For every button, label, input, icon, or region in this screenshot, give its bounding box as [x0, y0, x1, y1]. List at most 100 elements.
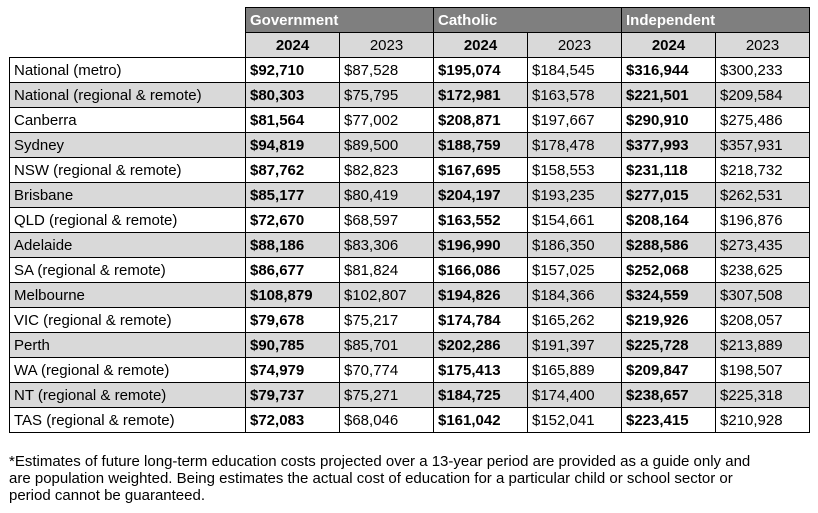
- cost-cell-2023: $165,262: [527, 307, 622, 333]
- cost-cell-2023: $262,531: [715, 182, 810, 208]
- table-row: Perth $90,785 $85,701 $202,286 $191,397 $225,…: [9, 332, 810, 358]
- region-cell: Brisbane: [9, 182, 246, 208]
- region-cell: NT (regional & remote): [9, 382, 246, 408]
- table-row: TAS (regional & remote) $72,083 $68,046 $16…: [9, 407, 810, 433]
- year-header-row: 2024 2023 2024 2023 2024 2023: [10, 32, 810, 58]
- cost-cell-2023: $184,545: [527, 57, 622, 83]
- cost-cell-2023: $174,400: [527, 382, 622, 408]
- cost-cell-2024: $223,415: [621, 407, 716, 433]
- region-cell: WA (regional & remote): [9, 357, 246, 383]
- year-header-current: 2024: [621, 32, 716, 58]
- cost-cell-2023: $186,350: [527, 232, 622, 258]
- cost-cell-2024: $79,678: [245, 307, 340, 333]
- year-header-current: 2024: [245, 32, 340, 58]
- cost-cell-2023: $208,057: [715, 307, 810, 333]
- cost-cell-2023: $307,508: [715, 282, 810, 308]
- cost-cell-2024: $194,826: [433, 282, 528, 308]
- table-row: Canberra $81,564 $77,002 $208,871 $197,667 $2…: [9, 107, 810, 133]
- cost-cell-2024: $219,926: [621, 307, 716, 333]
- sector-header-independent: Independent: [621, 7, 810, 33]
- table-body: National (metro) $92,710 $87,528 $195,074 $1…: [9, 57, 810, 433]
- cost-cell-2023: $80,419: [339, 182, 434, 208]
- cost-cell-2024: $163,552: [433, 207, 528, 233]
- cost-cell-2024: $85,177: [245, 182, 340, 208]
- cost-cell-2023: $163,578: [527, 82, 622, 108]
- sector-header-government: Government: [245, 7, 434, 33]
- cost-cell-2024: $231,118: [621, 157, 716, 183]
- cost-cell-2024: $90,785: [245, 332, 340, 358]
- table-row: Sydney $94,819 $89,500 $188,759 $178,478 $377…: [9, 132, 810, 158]
- cost-cell-2024: $87,762: [245, 157, 340, 183]
- table-row: NSW (regional & remote) $87,762 $82,823 $16…: [9, 157, 810, 183]
- table-row: NT (regional & remote) $79,737 $75,271 $184…: [9, 382, 810, 408]
- cost-cell-2024: $208,871: [433, 107, 528, 133]
- cost-cell-2024: $202,286: [433, 332, 528, 358]
- cost-cell-2023: $218,732: [715, 157, 810, 183]
- sector-header-catholic: Catholic: [433, 7, 622, 33]
- cost-cell-2023: $184,366: [527, 282, 622, 308]
- cost-cell-2024: $92,710: [245, 57, 340, 83]
- cost-cell-2023: $273,435: [715, 232, 810, 258]
- cost-cell-2023: $87,528: [339, 57, 434, 83]
- cost-cell-2023: $165,889: [527, 357, 622, 383]
- table-row: WA (regional & remote) $74,979 $70,774 $175…: [9, 357, 810, 383]
- region-cell: NSW (regional & remote): [9, 157, 246, 183]
- cost-cell-2023: $83,306: [339, 232, 434, 258]
- cost-cell-2024: $81,564: [245, 107, 340, 133]
- cost-cell-2023: $68,046: [339, 407, 434, 433]
- cost-cell-2023: $275,486: [715, 107, 810, 133]
- cost-cell-2023: $238,625: [715, 257, 810, 283]
- cost-cell-2024: $290,910: [621, 107, 716, 133]
- cost-cell-2024: $72,670: [245, 207, 340, 233]
- cost-cell-2024: $221,501: [621, 82, 716, 108]
- cost-cell-2023: $75,217: [339, 307, 434, 333]
- cost-cell-2023: $178,478: [527, 132, 622, 158]
- table-row: Adelaide $88,186 $83,306 $196,990 $186,350 $2…: [9, 232, 810, 258]
- year-header-previous: 2023: [339, 32, 434, 58]
- region-cell: Perth: [9, 332, 246, 358]
- cost-cell-2024: $175,413: [433, 357, 528, 383]
- cost-cell-2023: $75,795: [339, 82, 434, 108]
- cost-cell-2024: $188,759: [433, 132, 528, 158]
- cost-cell-2024: $208,164: [621, 207, 716, 233]
- cost-cell-2024: $174,784: [433, 307, 528, 333]
- cost-cell-2023: $152,041: [527, 407, 622, 433]
- cost-cell-2024: $204,197: [433, 182, 528, 208]
- cost-cell-2024: $79,737: [245, 382, 340, 408]
- cost-cell-2023: $210,928: [715, 407, 810, 433]
- table-row: Brisbane $85,177 $80,419 $204,197 $193,235 $2…: [9, 182, 810, 208]
- cost-cell-2023: $157,025: [527, 257, 622, 283]
- cost-cell-2024: $195,074: [433, 57, 528, 83]
- cost-cell-2023: $102,807: [339, 282, 434, 308]
- region-cell: National (regional & remote): [9, 82, 246, 108]
- table-row: National (regional & remote) $80,303 $75,7…: [9, 82, 810, 108]
- cost-cell-2024: $94,819: [245, 132, 340, 158]
- cost-cell-2024: $252,068: [621, 257, 716, 283]
- year-header-previous: 2023: [527, 32, 622, 58]
- education-costs-table: Government Catholic Independent 2024 202…: [9, 7, 810, 433]
- region-cell: VIC (regional & remote): [9, 307, 246, 333]
- cost-cell-2024: $72,083: [245, 407, 340, 433]
- cost-cell-2024: $316,944: [621, 57, 716, 83]
- region-cell: Canberra: [9, 107, 246, 133]
- cost-cell-2023: $193,235: [527, 182, 622, 208]
- cost-cell-2024: $288,586: [621, 232, 716, 258]
- cost-cell-2023: $77,002: [339, 107, 434, 133]
- cost-cell-2024: $80,303: [245, 82, 340, 108]
- region-cell: National (metro): [9, 57, 246, 83]
- header-blank-cell: [10, 8, 246, 33]
- cost-cell-2024: $88,186: [245, 232, 340, 258]
- cost-cell-2023: $300,233: [715, 57, 810, 83]
- table-row: QLD (regional & remote) $72,670 $68,597 $16…: [9, 207, 810, 233]
- cost-cell-2023: $85,701: [339, 332, 434, 358]
- cost-cell-2023: $154,661: [527, 207, 622, 233]
- table-row: Melbourne $108,879 $102,807 $194,826 $184,36…: [9, 282, 810, 308]
- region-cell: SA (regional & remote): [9, 257, 246, 283]
- cost-cell-2024: $209,847: [621, 357, 716, 383]
- footnote: *Estimates of future long-term education…: [9, 453, 751, 504]
- cost-cell-2024: $167,695: [433, 157, 528, 183]
- region-cell: QLD (regional & remote): [9, 207, 246, 233]
- region-cell: Sydney: [9, 132, 246, 158]
- cost-cell-2023: $209,584: [715, 82, 810, 108]
- region-cell: TAS (regional & remote): [9, 407, 246, 433]
